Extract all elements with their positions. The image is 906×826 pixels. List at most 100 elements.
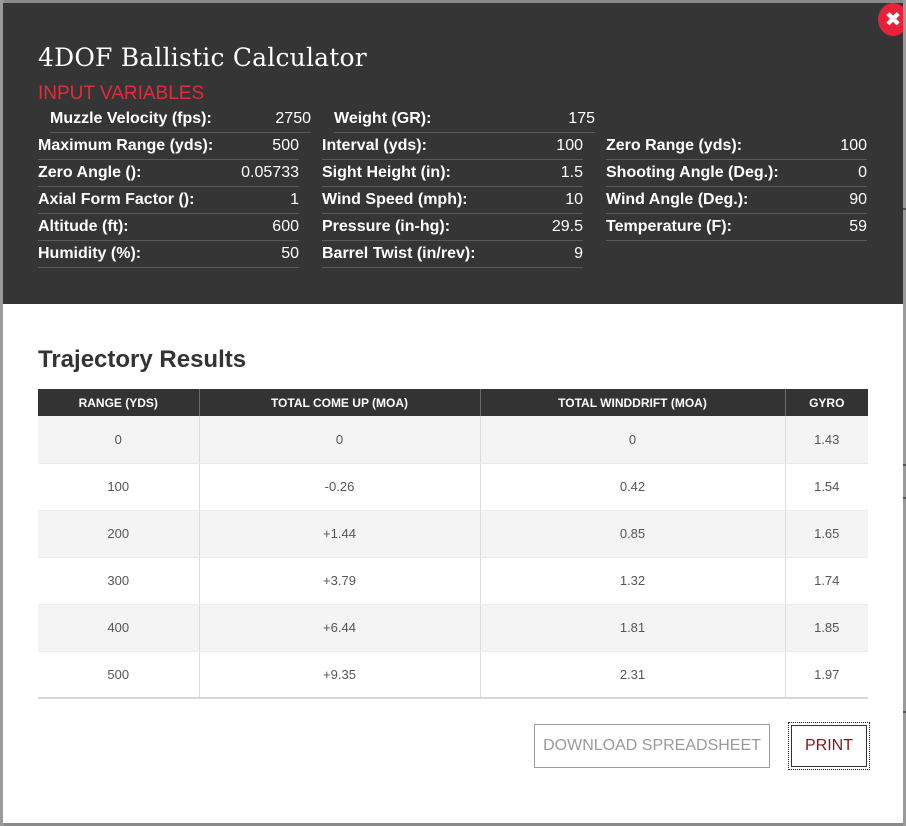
temperature-value: 59 [849, 218, 867, 235]
cell-winddrift: 0.85 [480, 510, 786, 558]
cell-come-up: +9.35 [199, 651, 481, 699]
zero-range-value: 100 [840, 137, 867, 154]
wind-angle-value: 90 [849, 191, 867, 208]
muzzle-velocity-value: 2750 [275, 110, 311, 127]
cell-gyro: 1.74 [785, 557, 868, 605]
backdrop-mark [903, 464, 906, 466]
maximum-range-value: 500 [272, 137, 299, 154]
backdrop-mark [903, 711, 906, 713]
cell-range: 100 [38, 463, 200, 511]
input-wind-angle: Wind Angle (Deg.): 90 [606, 187, 867, 214]
input-barrel-twist: Barrel Twist (in/rev): 9 [322, 241, 583, 268]
cell-come-up: -0.26 [199, 463, 481, 511]
wind-speed-value: 10 [565, 191, 583, 208]
temperature-label: Temperature (F): [606, 218, 732, 235]
table-row: 400 +6.44 1.81 1.85 [38, 604, 868, 652]
input-temperature: Temperature (F): 59 [606, 214, 867, 241]
cell-range: 500 [38, 651, 200, 699]
input-zero-angle: Zero Angle (): 0.05733 [38, 160, 299, 187]
trajectory-results-table: RANGE (YDS) TOTAL COME UP (MOA) TOTAL WI… [38, 389, 868, 699]
cell-come-up: +3.79 [199, 557, 481, 605]
input-pressure: Pressure (in-hg): 29.5 [322, 214, 583, 241]
wind-speed-label: Wind Speed (mph): [322, 191, 468, 208]
input-interval: Interval (yds): 100 [322, 133, 583, 160]
interval-value: 100 [556, 137, 583, 154]
zero-angle-value: 0.05733 [241, 164, 299, 181]
cell-winddrift: 2.31 [480, 651, 786, 699]
table-row: 300 +3.79 1.32 1.74 [38, 557, 868, 605]
input-axial-form-factor: Axial Form Factor (): 1 [38, 187, 299, 214]
cell-gyro: 1.85 [785, 604, 868, 652]
humidity-value: 50 [281, 245, 299, 262]
maximum-range-label: Maximum Range (yds): [38, 137, 214, 154]
axial-form-factor-value: 1 [290, 191, 299, 208]
download-spreadsheet-button[interactable]: DOWNLOAD SPREADSHEET [534, 724, 770, 768]
column-header-come-up: TOTAL COME UP (MOA) [199, 389, 481, 416]
zero-range-label: Zero Range (yds): [606, 137, 743, 154]
sight-height-value: 1.5 [560, 164, 583, 181]
wind-angle-label: Wind Angle (Deg.): [606, 191, 749, 208]
cell-winddrift: 1.32 [480, 557, 786, 605]
cell-winddrift: 0 [480, 416, 786, 464]
axial-form-factor-label: Axial Form Factor (): [38, 191, 195, 208]
cell-come-up: +1.44 [199, 510, 481, 558]
table-row: 500 +9.35 2.31 1.97 [38, 651, 868, 699]
input-zero-range: Zero Range (yds): 100 [606, 133, 867, 160]
cell-gyro: 1.43 [785, 416, 868, 464]
close-icon: ✖ [884, 9, 902, 31]
table-header-row: RANGE (YDS) TOTAL COME UP (MOA) TOTAL WI… [38, 389, 868, 416]
input-humidity: Humidity (%): 50 [38, 241, 299, 268]
print-button[interactable]: PRINT [788, 722, 870, 770]
barrel-twist-value: 9 [574, 245, 583, 262]
cell-range: 200 [38, 510, 200, 558]
weight-value: 175 [568, 110, 595, 127]
pressure-value: 29.5 [551, 218, 583, 235]
cell-gyro: 1.65 [785, 510, 868, 558]
cell-gyro: 1.54 [785, 463, 868, 511]
sight-height-label: Sight Height (in): [322, 164, 451, 181]
input-muzzle-velocity: Muzzle Velocity (fps): 2750 [50, 106, 311, 133]
shooting-angle-label: Shooting Angle (Deg.): [606, 164, 779, 181]
trajectory-results-title: Trajectory Results [38, 346, 247, 373]
table-row: 0 0 0 1.43 [38, 416, 868, 464]
humidity-label: Humidity (%): [38, 245, 142, 262]
print-button-label: PRINT [791, 725, 867, 767]
input-variables-panel: 4DOF Ballistic Calculator INPUT VARIABLE… [3, 3, 903, 304]
input-altitude: Altitude (ft): 600 [38, 214, 299, 241]
input-wind-speed: Wind Speed (mph): 10 [322, 187, 583, 214]
altitude-label: Altitude (ft): [38, 218, 129, 235]
shooting-angle-value: 0 [858, 164, 867, 181]
page-backdrop-left [0, 0, 4, 826]
input-sight-height: Sight Height (in): 1.5 [322, 160, 583, 187]
interval-label: Interval (yds): [322, 137, 427, 154]
modal-title: 4DOF Ballistic Calculator [38, 43, 367, 72]
weight-label: Weight (GR): [334, 110, 432, 127]
cell-come-up: 0 [199, 416, 481, 464]
cell-come-up: +6.44 [199, 604, 481, 652]
cell-range: 0 [38, 416, 200, 464]
cell-winddrift: 0.42 [480, 463, 786, 511]
input-variables-heading: INPUT VARIABLES [38, 83, 205, 104]
column-header-winddrift: TOTAL WINDDRIFT (MOA) [480, 389, 786, 416]
table-row: 200 +1.44 0.85 1.65 [38, 510, 868, 558]
cell-gyro: 1.97 [785, 651, 868, 699]
cell-range: 300 [38, 557, 200, 605]
cell-range: 400 [38, 604, 200, 652]
table-row: 100 -0.26 0.42 1.54 [38, 463, 868, 511]
zero-angle-label: Zero Angle (): [38, 164, 142, 181]
cell-winddrift: 1.81 [480, 604, 786, 652]
page-backdrop-right [903, 0, 906, 826]
altitude-value: 600 [272, 218, 299, 235]
backdrop-mark [903, 208, 906, 210]
input-shooting-angle: Shooting Angle (Deg.): 0 [606, 160, 867, 187]
column-header-range: RANGE (YDS) [38, 389, 200, 416]
column-header-gyro: GYRO [785, 389, 868, 416]
input-weight: Weight (GR): 175 [334, 106, 595, 133]
muzzle-velocity-label: Muzzle Velocity (fps): [50, 110, 212, 127]
pressure-label: Pressure (in-hg): [322, 218, 451, 235]
input-maximum-range: Maximum Range (yds): 500 [38, 133, 299, 160]
ballistic-calculator-modal: 4DOF Ballistic Calculator INPUT VARIABLE… [3, 3, 903, 823]
barrel-twist-label: Barrel Twist (in/rev): [322, 245, 476, 262]
backdrop-mark [903, 497, 906, 499]
close-button[interactable]: ✖ [878, 3, 903, 36]
